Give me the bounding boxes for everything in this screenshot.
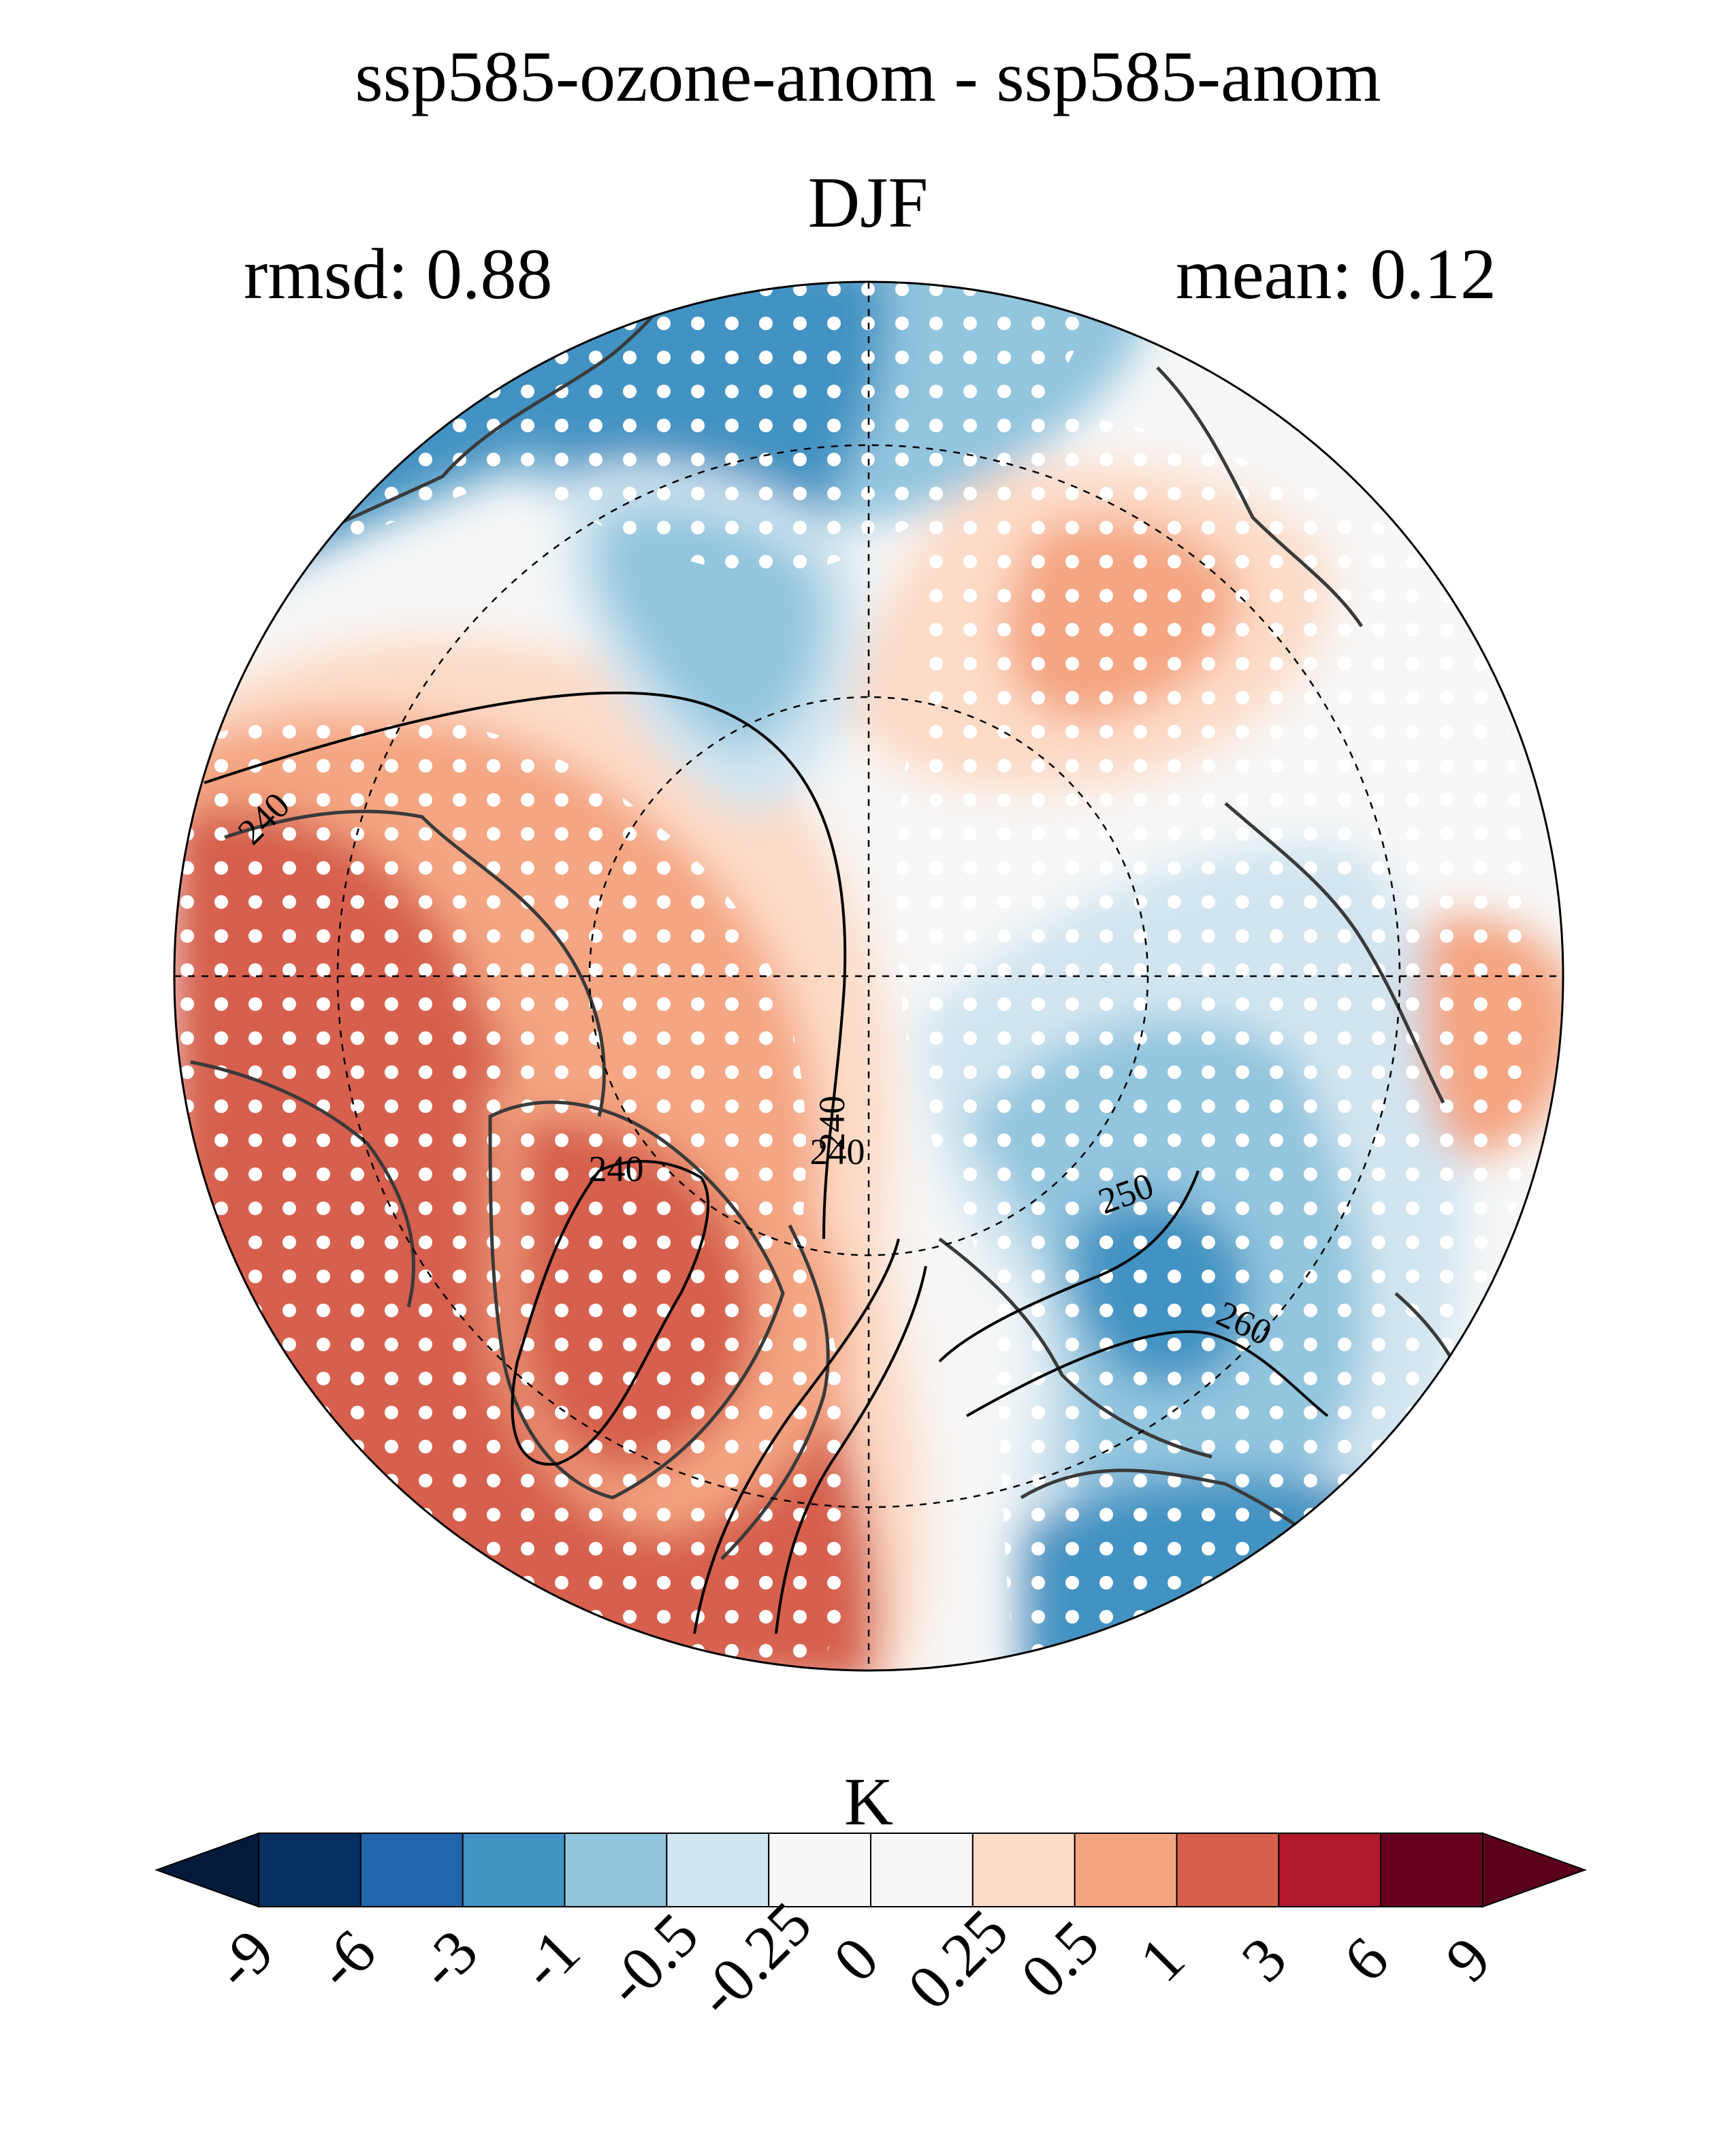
colorbar-tick-label: -0.25 — [683, 1888, 824, 2030]
colorbar-tick-label: 9 — [1432, 1924, 1504, 1995]
colorbar-segment — [971, 1833, 1076, 1907]
colorbar-segment — [1176, 1833, 1280, 1907]
colorbar-tick-label: -1 — [507, 1916, 592, 2002]
colorbar-segment — [1380, 1833, 1483, 1907]
temperature-contours — [204, 691, 1329, 1634]
colorbar-segment — [666, 1833, 770, 1907]
colorbar-segment — [1074, 1833, 1178, 1907]
rmsd-stat: rmsd: 0.88 — [244, 234, 553, 314]
season-label: DJF — [807, 163, 929, 242]
colorbar-segment — [870, 1833, 974, 1907]
colorbar-tick-label: -0.5 — [592, 1900, 711, 2019]
colorbar-tick-label: 6 — [1330, 1924, 1402, 1995]
colorbar-unit: K — [844, 1764, 893, 1839]
colorbar-tick-label: 3 — [1228, 1924, 1300, 1995]
contour-label: 240 — [589, 1148, 644, 1189]
colorbar: K -9 -6 -3 -1 -0.5-0.250 0.250.5 1 3 6 9 — [155, 1764, 1587, 2030]
map-border — [173, 280, 1564, 1672]
contour-label: 240 — [810, 1131, 865, 1172]
colorbar-segment — [768, 1833, 871, 1907]
colorbar-tick-label: -6 — [303, 1916, 389, 2002]
colorbar-tick-label: 1 — [1126, 1924, 1197, 1995]
colorbar-segment — [359, 1833, 464, 1907]
graticule — [174, 282, 1563, 1671]
colorbar-tick-label: 0.25 — [895, 1896, 1021, 2022]
contour-label: 240 — [811, 1096, 852, 1151]
colorbar-segment — [1278, 1833, 1382, 1907]
colorbar-segment — [564, 1833, 668, 1907]
colorbar-segment — [462, 1833, 566, 1907]
colorbar-tick-label: 0 — [820, 1924, 892, 1995]
colorbar-segment — [258, 1833, 361, 1907]
colorbar-tick-label: -3 — [405, 1916, 491, 2002]
map-title: ssp585-ozone-anom - ssp585-anom — [355, 37, 1381, 116]
colorbar-tick-label: -9 — [201, 1916, 287, 2002]
colorbar-tick-label: 0.5 — [1008, 1907, 1112, 2011]
mean-stat: mean: 0.12 — [1176, 234, 1496, 314]
colorbar-extend-high — [1482, 1832, 1587, 1908]
colorbar-extend-low — [155, 1832, 259, 1908]
